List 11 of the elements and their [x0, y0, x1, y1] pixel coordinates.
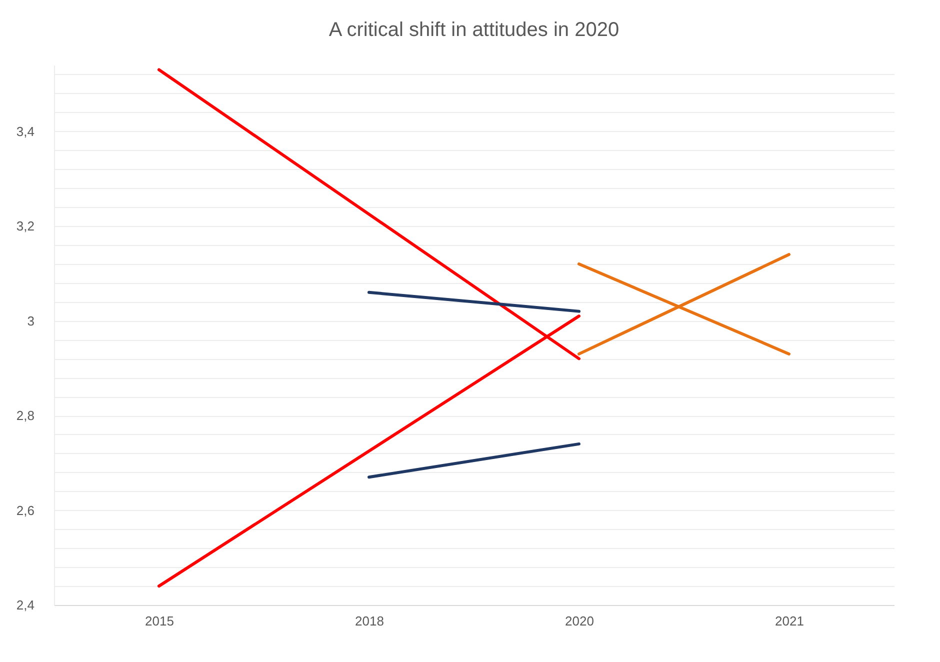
- x-tick-label: 2018: [355, 614, 384, 628]
- x-tick-label: 2015: [145, 614, 174, 628]
- x-tick-label: 2021: [775, 614, 804, 628]
- y-tick-label: 2,6: [16, 502, 34, 518]
- y-tick-label: 3: [27, 313, 34, 328]
- x-tick-label: 2020: [565, 614, 594, 628]
- y-tick-label: 2,4: [16, 598, 34, 612]
- y-tick-label: 2,8: [16, 408, 34, 424]
- chart-title: A critical shift in attitudes in 2020: [328, 19, 620, 41]
- y-tick-label: 3,2: [16, 218, 34, 234]
- y-tick-label: 3,4: [16, 124, 34, 139]
